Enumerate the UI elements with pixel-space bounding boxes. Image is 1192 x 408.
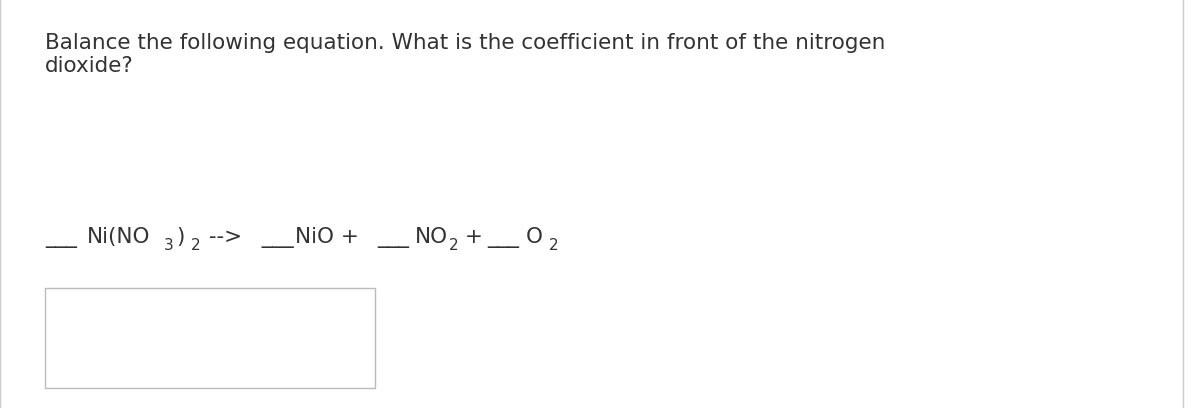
- Text: 2: 2: [449, 238, 459, 253]
- Text: ___: ___: [488, 228, 519, 248]
- FancyBboxPatch shape: [45, 288, 375, 388]
- Text: +: +: [458, 227, 490, 247]
- Text: Balance the following equation. What is the coefficient in front of the nitrogen: Balance the following equation. What is …: [45, 33, 886, 53]
- Text: Ni(NO: Ni(NO: [87, 227, 150, 247]
- Text: dioxide?: dioxide?: [45, 56, 134, 76]
- Text: ___: ___: [248, 228, 293, 248]
- Text: 2: 2: [191, 238, 200, 253]
- Text: ___: ___: [45, 228, 76, 248]
- Text: 3: 3: [164, 238, 174, 253]
- Text: ___: ___: [377, 228, 409, 248]
- Text: NiO +: NiO +: [294, 227, 366, 247]
- Text: -->: -->: [201, 227, 242, 247]
- Text: ): ): [176, 227, 185, 247]
- Text: 2: 2: [550, 238, 559, 253]
- Text: O: O: [526, 227, 544, 247]
- Text: NO: NO: [415, 227, 448, 247]
